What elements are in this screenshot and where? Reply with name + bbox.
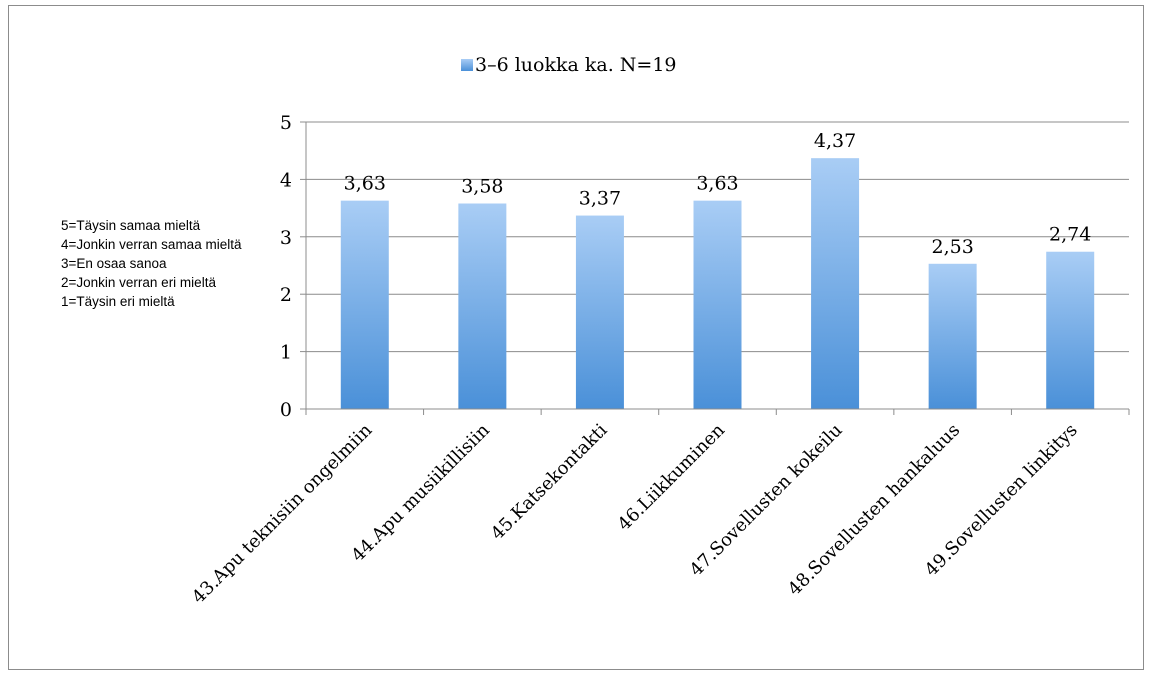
bar (458, 203, 507, 409)
x-tick-label: 46.Liikkuminen (614, 419, 730, 535)
x-tick-label: 45.Katsekontakti (487, 420, 612, 545)
legend: 3–6 luokka ka. N=19 (461, 54, 677, 76)
y-tick-label: 5 (280, 112, 292, 134)
data-label: 3,37 (579, 188, 621, 210)
bar (811, 158, 860, 409)
scale-note-line: 5=Täysin samaa mieltä (61, 218, 201, 233)
data-label: 3,58 (461, 176, 503, 198)
bar (340, 200, 389, 409)
legend-swatch-icon (461, 59, 473, 71)
data-labels: 3,63 3,58 3,37 3,63 4,37 2,53 2,74 (344, 130, 1092, 258)
scale-note: 5=Täysin samaa mieltä 4=Jonkin verran sam… (61, 216, 271, 311)
bar (928, 263, 977, 409)
x-tick-label: 43.Apu teknisiin ongelmiin (188, 419, 377, 608)
scale-note-line: 4=Jonkin verran samaa mieltä (61, 237, 242, 252)
axes (305, 122, 1130, 415)
y-tick-label: 1 (280, 342, 292, 364)
scale-note-line: 1=Täysin eri mieltä (61, 294, 175, 309)
bar-chart: 3–6 luokka ka. N=19 3,63 3,58 3,37 3,63 4,37… (188, 54, 1130, 608)
bar (1046, 251, 1095, 409)
y-tick-label: 2 (280, 284, 292, 306)
bar (693, 200, 742, 409)
bar (575, 215, 624, 409)
data-label: 4,37 (814, 130, 856, 152)
data-label: 3,63 (696, 173, 738, 195)
bars (340, 158, 1095, 409)
y-tick-label: 0 (280, 399, 292, 421)
y-tick-label: 3 (280, 227, 292, 249)
chart-frame: 3–6 luokka ka. N=19 3,63 3,58 3,37 3,63 4,37… (8, 5, 1144, 670)
scale-note-line: 2=Jonkin verran eri mieltä (61, 275, 216, 290)
y-tick-label: 4 (280, 169, 292, 191)
data-label: 2,74 (1049, 224, 1091, 246)
scale-note-line: 3=En osaa sanoa (61, 256, 167, 271)
legend-label: 3–6 luokka ka. N=19 (475, 54, 677, 76)
y-tick-labels: 0 1 2 3 4 5 (280, 112, 292, 421)
data-label: 3,63 (344, 173, 386, 195)
data-label: 2,53 (931, 236, 973, 258)
